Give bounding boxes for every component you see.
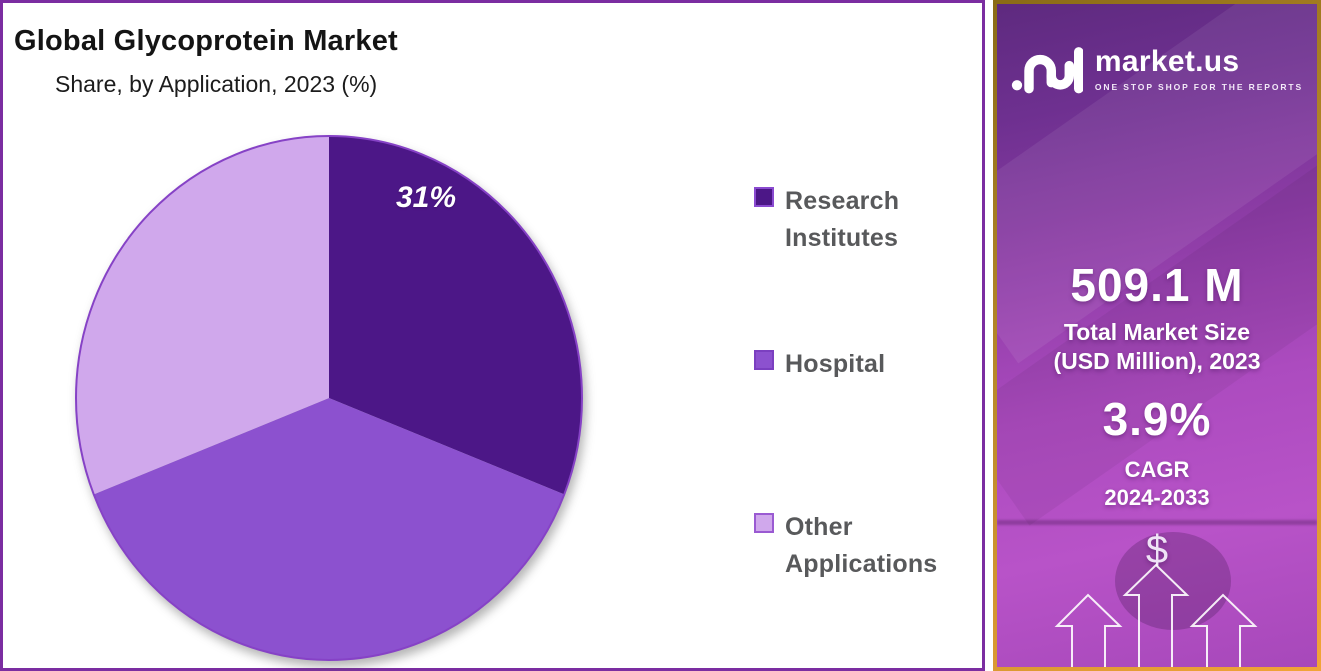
market-size-value: 509.1 M	[1070, 259, 1244, 311]
legend: Research Institutes Hospital Other Appli…	[754, 3, 964, 671]
background-desk-edge	[997, 520, 1317, 525]
legend-item-hospital: Hospital	[754, 346, 955, 383]
cagr-label-line2: 2024-2033	[1104, 484, 1210, 510]
chart-panel: Global Glycoprotein Market Share, by App…	[0, 0, 985, 671]
legend-swatch-other-applications	[754, 513, 774, 533]
marketus-logo: market.us ONE STOP SHOP FOR THE REPORTS	[997, 38, 1317, 100]
chart-title: Global Glycoprotein Market	[14, 25, 398, 57]
legend-label: Hospital	[785, 350, 886, 378]
pie-outline	[75, 135, 583, 661]
brand-name: market.us	[1094, 44, 1240, 78]
dollar-icon: $	[1145, 528, 1169, 572]
legend-item-other-applications: Other Applications	[754, 509, 955, 583]
legend-item-research-institutes: Research Institutes	[754, 183, 955, 257]
market-size-label-line1: Total Market Size	[1063, 319, 1251, 345]
marketus-logo-icon	[1011, 47, 1083, 94]
legend-label: Research Institutes	[785, 187, 900, 252]
legend-swatch-research-institutes	[754, 187, 774, 207]
marketus-logo-text: market.us ONE STOP SHOP FOR THE REPORTS	[1094, 44, 1304, 92]
pie-chart	[75, 135, 583, 661]
pie-slice-hospital	[93, 398, 565, 660]
market-size-label: Total Market Size (USD Million), 2023	[997, 318, 1317, 376]
brand-tagline: ONE STOP SHOP FOR THE REPORTS	[1094, 81, 1304, 92]
market-size-label-line2: (USD Million), 2023	[1053, 347, 1261, 374]
cagr-label: CAGR 2024-2033	[997, 456, 1317, 511]
chart-subtitle: Share, by Application, 2023 (%)	[55, 71, 378, 97]
cagr-label-line1: CAGR	[1124, 457, 1190, 482]
cagr-value: 3.9%	[1102, 393, 1212, 445]
pie-slice-label-research-institutes: 31%	[395, 181, 457, 214]
legend-label: Other Applications	[785, 513, 938, 578]
legend-swatch-hospital	[754, 350, 774, 370]
sidebar: market.us ONE STOP SHOP FOR THE REPORTS …	[993, 0, 1321, 671]
sidebar-background: market.us ONE STOP SHOP FOR THE REPORTS …	[997, 4, 1317, 667]
growth-arrows-icon	[1054, 563, 1258, 667]
